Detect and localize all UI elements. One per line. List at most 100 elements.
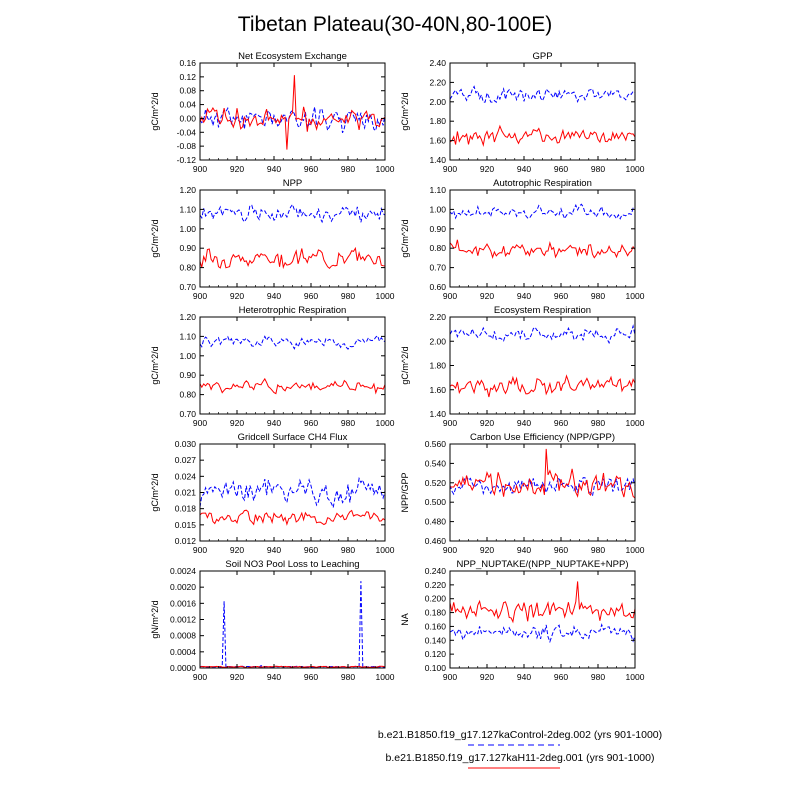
y-tick-label: 1.00 (179, 351, 196, 361)
y-tick-label: 0.0016 (170, 598, 196, 608)
x-tick-label: 960 (304, 545, 318, 555)
y-axis-label: gC/m^2/d (150, 219, 160, 257)
x-tick-label: 960 (554, 672, 568, 682)
series-line-h11 (450, 374, 635, 398)
y-tick-label: 1.80 (429, 116, 446, 126)
series-line-control (450, 85, 635, 104)
y-tick-label: 0.021 (175, 488, 197, 498)
plot-frame (449, 443, 636, 542)
y-tick-label: 0.0020 (170, 582, 196, 592)
series-line-control (200, 203, 385, 224)
y-axis-label: gC/m^2/d (400, 92, 410, 130)
x-tick-label: 980 (341, 672, 355, 682)
x-tick-label: 940 (267, 545, 281, 555)
x-tick-label: 940 (517, 291, 531, 301)
x-tick-label: 960 (554, 164, 568, 174)
y-tick-label: 0.012 (175, 536, 197, 546)
x-tick-label: 940 (267, 672, 281, 682)
x-tick-label: 940 (267, 291, 281, 301)
x-tick-label: 920 (230, 545, 244, 555)
x-tick-label: 1000 (626, 291, 645, 301)
x-tick-label: 1000 (626, 418, 645, 428)
x-tick-label: 960 (554, 545, 568, 555)
y-tick-label: -0.04 (177, 127, 197, 137)
y-tick-label: 0.00 (179, 113, 196, 123)
x-tick-label: 920 (230, 164, 244, 174)
y-tick-label: 0.70 (179, 282, 196, 292)
x-tick-label: 980 (341, 545, 355, 555)
figure-title: Tibetan Plateau(30-40N,80-100E) (238, 13, 552, 36)
x-tick-label: 980 (341, 291, 355, 301)
y-axis-label: gC/m^2/d (150, 346, 160, 384)
y-tick-label: 0.220 (425, 580, 447, 590)
y-tick-label: 1.40 (429, 155, 446, 165)
x-tick-label: 1000 (376, 291, 395, 301)
y-tick-label: 1.80 (429, 361, 446, 371)
y-tick-label: 1.20 (179, 185, 196, 195)
x-tick-label: 920 (480, 545, 494, 555)
y-tick-label: 0.90 (429, 224, 446, 234)
x-tick-label: 900 (193, 418, 207, 428)
legend-entry-h11-label: b.e21.B1850.f19_g17.127kaH11-2deg.001 (y… (386, 752, 655, 764)
x-tick-label: 920 (230, 418, 244, 428)
y-axis-label: gC/m^2/d (400, 219, 410, 257)
panel-3: NPP 900 920 940 960 980 1000 0.70 0.80 0.90 1.00 1.… (150, 178, 395, 301)
x-tick-label: 980 (591, 418, 605, 428)
y-tick-label: -0.12 (177, 155, 197, 165)
y-axis-label: NPP/GPP (400, 472, 410, 512)
y-tick-label: 0.160 (425, 621, 447, 631)
y-tick-label: 0.560 (425, 439, 447, 449)
panel-8: Carbon Use Efficiency (NPP/GPP) 900 920 940… (400, 432, 645, 555)
x-tick-label: 900 (443, 164, 457, 174)
x-tick-label: 980 (341, 164, 355, 174)
x-tick-label: 920 (480, 164, 494, 174)
panel-9: Soil NO3 Pool Loss to Leaching 900 920 940 9… (150, 559, 395, 682)
series-line-h11 (450, 124, 635, 147)
y-tick-label: 1.60 (429, 385, 446, 395)
x-tick-label: 1000 (626, 545, 645, 555)
panel-title: Carbon Use Efficiency (NPP/GPP) (470, 432, 615, 443)
y-axis-label: NA (400, 613, 410, 626)
plot-frame (199, 570, 386, 669)
y-tick-label: 0.018 (175, 504, 197, 514)
y-tick-label: 0.200 (425, 594, 447, 604)
series-line-h11 (450, 581, 635, 624)
x-tick-label: 920 (230, 291, 244, 301)
panel-title: Heterotrophic Respiration (239, 305, 347, 316)
y-tick-label: 0.80 (429, 243, 446, 253)
y-tick-label: 1.10 (429, 185, 446, 195)
y-tick-label: 1.40 (429, 409, 446, 419)
series-line-h11 (200, 377, 385, 395)
series-line-control (200, 581, 385, 668)
y-tick-label: 0.0024 (170, 566, 196, 576)
series-line-h11 (200, 75, 385, 150)
x-tick-label: 960 (304, 418, 318, 428)
x-tick-label: 1000 (376, 164, 395, 174)
y-tick-label: 1.00 (179, 224, 196, 234)
panel-title: Ecosystem Respiration (494, 305, 591, 316)
x-tick-label: 920 (480, 291, 494, 301)
y-tick-label: 0.0008 (170, 631, 196, 641)
panel-1: Net Ecosystem Exchange 900 920 940 960 980 100… (150, 51, 395, 174)
y-axis-label: gC/m^2/d (150, 92, 160, 130)
series-line-control (200, 335, 385, 350)
x-tick-label: 940 (267, 164, 281, 174)
plot-frame (199, 316, 386, 415)
x-tick-label: 940 (517, 418, 531, 428)
y-axis-label: gC/m^2/d (400, 346, 410, 384)
y-tick-label: 1.10 (179, 331, 196, 341)
x-tick-label: 960 (554, 418, 568, 428)
y-tick-label: 0.180 (425, 608, 447, 618)
panel-title: GPP (532, 51, 552, 62)
y-tick-label: 0.80 (179, 263, 196, 273)
panel-4: Autotrophic Respiration 900 920 940 960 980 10… (400, 178, 645, 301)
y-tick-label: 0.480 (425, 517, 447, 527)
y-axis-label: gC/m^2/d (150, 473, 160, 511)
legend-entry-control-label: b.e21.B1850.f19_g17.127kaControl-2deg.00… (378, 729, 662, 741)
x-tick-label: 1000 (376, 418, 395, 428)
y-tick-label: 0.500 (425, 497, 447, 507)
x-tick-label: 900 (193, 672, 207, 682)
x-tick-label: 900 (193, 164, 207, 174)
